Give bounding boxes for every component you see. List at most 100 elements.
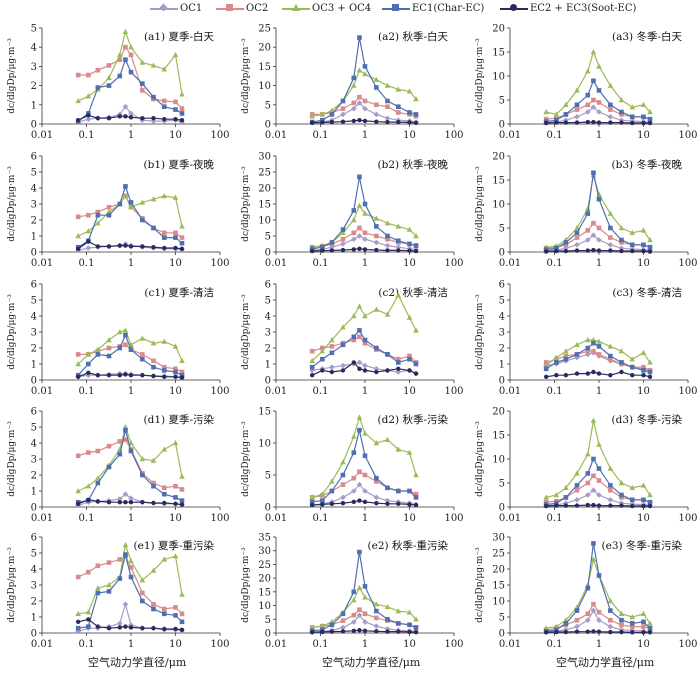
data-point bbox=[619, 617, 624, 623]
data-point bbox=[395, 110, 401, 115]
data-point bbox=[151, 225, 156, 231]
data-point bbox=[320, 120, 325, 125]
data-point bbox=[122, 542, 129, 548]
data-point bbox=[350, 236, 357, 242]
y-tick-label: 5 bbox=[31, 168, 37, 179]
data-point bbox=[608, 373, 613, 378]
data-point bbox=[173, 605, 178, 610]
data-point bbox=[630, 630, 635, 635]
data-point bbox=[585, 211, 591, 216]
data-point bbox=[340, 241, 346, 247]
data-point bbox=[629, 104, 636, 110]
data-point bbox=[554, 248, 559, 254]
data-point bbox=[574, 470, 580, 476]
y-axis-label: dc/dlgDp/μg·m⁻³ bbox=[241, 166, 251, 242]
series-line bbox=[546, 172, 651, 251]
data-point bbox=[629, 484, 636, 490]
y-tick-label: 1 bbox=[31, 100, 37, 111]
data-point bbox=[385, 629, 390, 634]
data-point bbox=[373, 111, 380, 118]
y-tick-label: 15 bbox=[492, 176, 505, 187]
data-point bbox=[574, 102, 580, 108]
series-oc1 bbox=[309, 233, 419, 254]
data-point bbox=[618, 348, 625, 354]
data-point bbox=[117, 345, 123, 351]
data-point bbox=[356, 584, 363, 590]
data-point bbox=[608, 356, 613, 362]
data-point bbox=[351, 75, 357, 81]
data-point bbox=[362, 105, 368, 112]
data-point bbox=[329, 248, 335, 253]
data-point bbox=[373, 601, 380, 607]
data-point bbox=[320, 248, 325, 253]
data-point bbox=[350, 488, 357, 494]
data-point bbox=[619, 492, 624, 498]
data-point bbox=[95, 116, 101, 121]
data-point bbox=[123, 342, 128, 348]
data-point bbox=[608, 629, 613, 635]
series-ec2-ec3-soot-ec- bbox=[543, 247, 653, 254]
data-point bbox=[596, 629, 602, 634]
data-point bbox=[309, 113, 315, 119]
data-point bbox=[320, 368, 325, 373]
data-point bbox=[95, 475, 101, 481]
data-point bbox=[362, 488, 368, 494]
data-point bbox=[574, 225, 580, 231]
data-point bbox=[356, 202, 363, 208]
y-tick-label: 10 bbox=[258, 81, 271, 92]
x-tick-label: 100 bbox=[678, 513, 697, 524]
data-point bbox=[591, 473, 596, 479]
data-point bbox=[123, 552, 128, 557]
data-point bbox=[128, 574, 134, 580]
series-ec2-ec3-soot-ec- bbox=[75, 370, 185, 380]
data-point bbox=[356, 414, 363, 420]
x-tick-label: 10 bbox=[169, 130, 182, 141]
data-point bbox=[374, 479, 379, 484]
data-point bbox=[585, 585, 591, 591]
data-point bbox=[340, 342, 346, 348]
data-point bbox=[75, 361, 81, 367]
series-oc3-oc4 bbox=[309, 292, 419, 363]
data-point bbox=[554, 373, 559, 378]
series-ec2-ec3-soot-ec- bbox=[543, 119, 653, 126]
data-point bbox=[543, 249, 549, 254]
data-point bbox=[351, 334, 357, 340]
data-point bbox=[590, 556, 597, 562]
data-point bbox=[75, 246, 81, 251]
y-tick-label: 5 bbox=[265, 471, 271, 482]
data-point bbox=[385, 501, 390, 506]
data-point bbox=[95, 590, 101, 596]
data-point bbox=[362, 584, 368, 589]
y-tick-label: 0 bbox=[499, 503, 505, 514]
data-point bbox=[574, 107, 580, 112]
x-tick-label: 0.01 bbox=[499, 130, 521, 141]
data-point bbox=[329, 337, 335, 343]
data-point bbox=[395, 244, 402, 250]
x-tick-label: 100 bbox=[444, 513, 463, 524]
series-ec2-ec3-soot-ec- bbox=[75, 239, 185, 251]
data-point bbox=[162, 245, 167, 251]
data-point bbox=[161, 98, 167, 104]
data-point bbox=[553, 492, 560, 498]
data-point bbox=[590, 607, 597, 614]
data-point bbox=[574, 341, 580, 347]
data-point bbox=[329, 364, 335, 370]
data-point bbox=[395, 446, 402, 452]
data-point bbox=[563, 621, 569, 626]
data-point bbox=[619, 248, 624, 254]
data-point bbox=[106, 116, 112, 121]
data-point bbox=[590, 104, 597, 110]
data-point bbox=[647, 249, 653, 254]
y-axis-label: dc/dlgDp/μg·m⁻³ bbox=[241, 547, 251, 623]
data-point bbox=[384, 603, 391, 610]
data-point bbox=[117, 557, 123, 562]
data-point bbox=[150, 567, 157, 573]
data-point bbox=[574, 352, 580, 357]
data-point bbox=[607, 465, 614, 471]
x-tick-label: 100 bbox=[678, 639, 697, 650]
data-point bbox=[340, 247, 346, 253]
y-tick-label: 15 bbox=[492, 48, 505, 59]
data-point bbox=[574, 114, 580, 120]
data-point bbox=[357, 94, 362, 100]
data-point bbox=[362, 619, 368, 625]
